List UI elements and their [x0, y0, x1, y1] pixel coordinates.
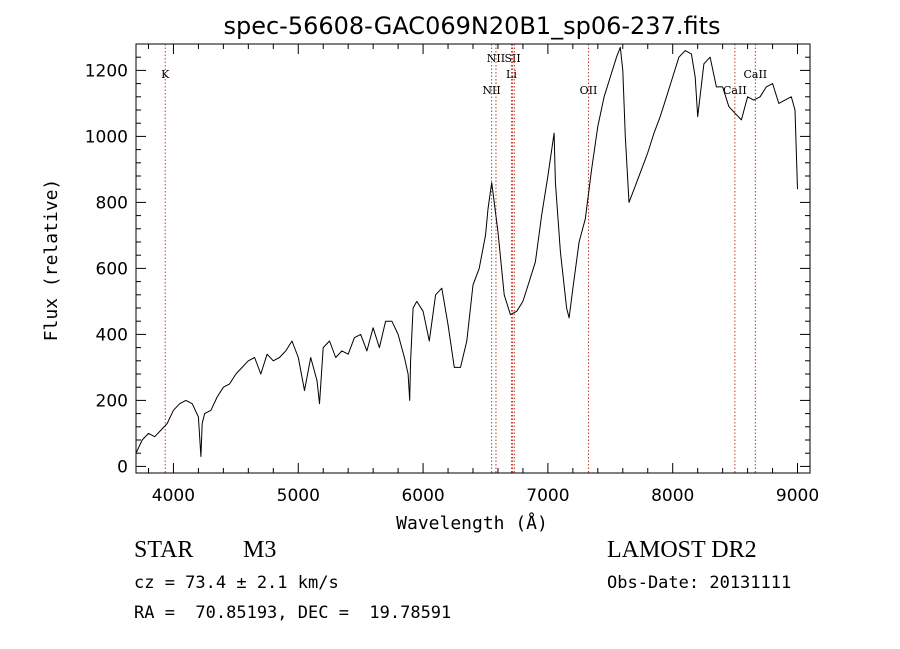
- x-tick-label: 9000: [776, 486, 819, 506]
- x-tick-label: 6000: [401, 486, 444, 506]
- line-label-caii: CaII: [743, 68, 767, 81]
- chart-title: spec-56608-GAC069N20B1_sp06-237.fits: [223, 12, 720, 40]
- line-label-oii: OII: [580, 84, 598, 97]
- survey-name: LAMOST DR2: [607, 537, 757, 563]
- y-tick-label: 200: [96, 391, 128, 411]
- line-label-sii: SII: [504, 52, 520, 65]
- y-tick-label: 1000: [85, 127, 128, 147]
- line-label-li: Li: [506, 68, 517, 81]
- y-axis-ticks: 0 200 400 600 800 1000 1200: [85, 56, 810, 477]
- plot-frame: [135, 43, 811, 474]
- coordinates-line: RA = 70.85193, DEC = 19.78591: [134, 603, 452, 623]
- redshift-line: cz = 73.4 ± 2.1 km/s: [134, 573, 339, 593]
- x-tick-label: 4000: [152, 486, 195, 506]
- line-label-k: K: [161, 68, 170, 81]
- y-tick-label: 800: [96, 193, 128, 213]
- line-label-caii: CaII: [723, 84, 747, 97]
- line-label-nii: NII: [487, 52, 505, 65]
- x-axis-ticks: 4000 5000 6000 7000 8000 9000: [147, 44, 819, 506]
- x-axis-label: Wavelength (Å): [396, 512, 548, 534]
- object-subclass: M3: [243, 537, 277, 563]
- spectrum-line: [135, 46, 798, 457]
- line-label-nii: NII: [482, 84, 500, 97]
- y-tick-label: 400: [96, 325, 128, 345]
- y-axis-label: Flux (relative): [41, 179, 62, 342]
- y-tick-label: 600: [96, 259, 128, 279]
- spectrum-series: [135, 46, 798, 457]
- y-tick-label: 0: [117, 457, 128, 477]
- x-tick-label: 5000: [277, 486, 320, 506]
- object-class: STAR: [134, 537, 194, 563]
- observation-date: Obs-Date: 20131111: [607, 573, 792, 593]
- x-tick-label: 8000: [651, 486, 694, 506]
- y-tick-label: 1200: [85, 61, 128, 81]
- x-tick-label: 7000: [526, 486, 569, 506]
